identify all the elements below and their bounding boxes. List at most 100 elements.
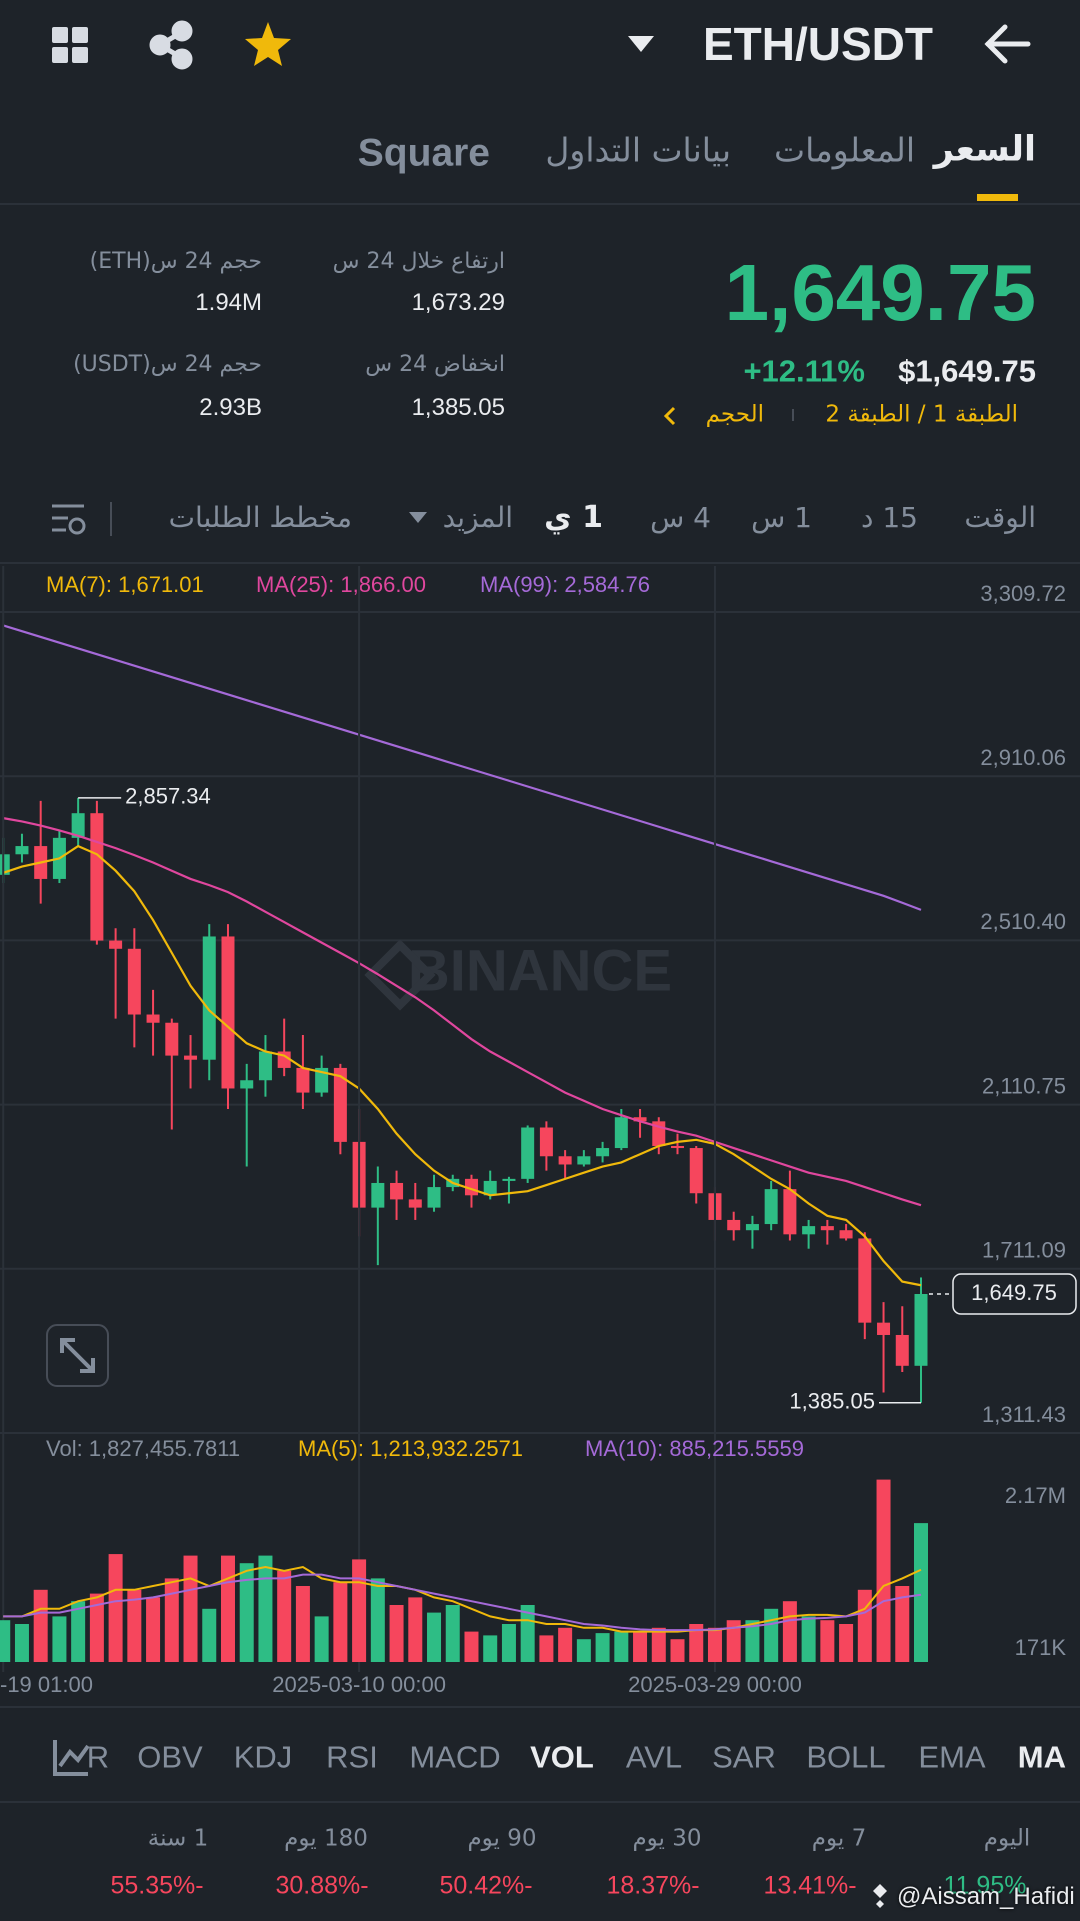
timeframe[interactable]: 15 د <box>860 501 918 534</box>
period-label: اليوم <box>983 1825 1031 1852</box>
candle-body <box>371 1182 385 1208</box>
more-dropdown-icon[interactable] <box>409 512 427 523</box>
tab-indicator <box>977 194 1018 201</box>
star-icon[interactable] <box>245 22 291 66</box>
volume-bar <box>220 1555 235 1662</box>
tab[interactable]: بيانات التداول <box>545 130 731 170</box>
candle-body <box>483 1180 497 1196</box>
indicator-selected[interactable]: VOL <box>530 1739 594 1775</box>
candle-body <box>390 1182 404 1200</box>
period-change: 13.41%- <box>763 1871 857 1900</box>
period-change: 55.35%- <box>110 1871 204 1900</box>
candle-body <box>90 813 104 941</box>
volume-bar <box>14 1624 29 1662</box>
timeframe[interactable]: 4 س <box>650 501 711 534</box>
y-tick-label: 2.17M <box>1005 1483 1066 1508</box>
usd-price: $1,649.75 <box>898 353 1036 389</box>
share-icon[interactable] <box>149 20 193 70</box>
dropdown-icon[interactable] <box>628 36 654 52</box>
volume-bar <box>483 1635 498 1662</box>
candle-body <box>221 936 235 1089</box>
back-arrow[interactable] <box>984 24 1031 64</box>
grid-icon[interactable] <box>52 27 88 63</box>
indicator[interactable]: MACD <box>409 1739 501 1775</box>
indicator[interactable]: R <box>86 1739 110 1775</box>
volume-bar <box>745 1620 760 1662</box>
indicator[interactable]: AVL <box>625 1739 683 1775</box>
stat-value: 1,385.05 <box>411 394 505 421</box>
volume-bar <box>0 1620 11 1662</box>
depth-chart-button[interactable]: مخطط الطلبات <box>168 501 352 534</box>
candle-body <box>689 1148 703 1194</box>
candle-body <box>165 1022 179 1056</box>
volume-bar <box>651 1627 666 1662</box>
volume-bar <box>558 1627 573 1662</box>
volume-bar <box>146 1597 161 1662</box>
candle-body <box>727 1219 741 1231</box>
volume-bar <box>595 1633 610 1662</box>
period-change: 30.88%- <box>275 1871 369 1900</box>
indicator[interactable]: OBV <box>137 1739 203 1775</box>
candle-body <box>296 1067 310 1093</box>
volume-bar <box>707 1627 722 1662</box>
candle-body <box>820 1226 834 1231</box>
chevron-icon[interactable] <box>663 406 676 426</box>
period-label: 30 يوم <box>632 1825 702 1852</box>
x-tick-label: 2025-03-29 00:00 <box>628 1672 802 1697</box>
timeframe-selected[interactable]: 1 ي <box>544 500 603 535</box>
ma-line <box>2 624 922 911</box>
more-button[interactable]: المزيد <box>442 501 513 534</box>
tab[interactable]: السعر <box>933 129 1036 170</box>
tab[interactable]: المعلومات <box>774 130 915 170</box>
y-tick-label: 171K <box>1015 1635 1067 1660</box>
indicator[interactable]: SAR <box>712 1739 776 1775</box>
indicator-selected[interactable]: MA <box>1017 1739 1066 1775</box>
candle-body <box>240 1080 254 1089</box>
candle-body <box>71 813 85 838</box>
legend-entry: Vol: 1,827,455.7811 <box>46 1436 240 1461</box>
x-tick-label: -19 01:00 <box>0 1672 93 1697</box>
volume-bar <box>782 1601 797 1662</box>
candle-body <box>521 1127 535 1179</box>
indicator[interactable]: RSI <box>326 1739 378 1775</box>
volume-bar <box>576 1639 591 1662</box>
volume-bar <box>876 1479 891 1662</box>
y-tick-label: 3,309.72 <box>980 581 1066 606</box>
candle-body <box>146 1014 160 1023</box>
candle-body <box>558 1156 572 1165</box>
period-change: 50.42%- <box>439 1871 533 1900</box>
pair-title[interactable]: ETH/USDT <box>703 18 933 70</box>
tab[interactable]: Square <box>357 131 490 175</box>
candle-body <box>839 1230 853 1239</box>
volume-bar <box>445 1605 460 1662</box>
layers-link[interactable]: الطبقة 1 / الطبقة 2 <box>825 401 1018 428</box>
volume-bar <box>389 1605 404 1662</box>
indicator[interactable]: EMA <box>918 1739 986 1775</box>
indicator[interactable]: KDJ <box>233 1739 293 1775</box>
timeframe[interactable]: الوقت <box>964 501 1036 534</box>
volume-bar <box>314 1616 329 1662</box>
indicator-settings-icon[interactable] <box>53 1740 90 1776</box>
volume-ma-line <box>3 1573 922 1632</box>
volume-bar <box>633 1631 648 1662</box>
volume-bar <box>895 1586 910 1662</box>
volume-bar <box>408 1597 423 1662</box>
indicator[interactable]: BOLL <box>806 1739 886 1775</box>
candle-body <box>614 1117 628 1149</box>
period-change: 11.95% <box>943 1871 1027 1900</box>
expand-button[interactable] <box>46 1324 109 1387</box>
volume-bar <box>33 1589 48 1662</box>
settings-icon[interactable] <box>52 504 86 535</box>
candle-body <box>202 936 216 1060</box>
candle-body <box>315 1067 329 1093</box>
expand-icon[interactable] <box>60 1338 95 1373</box>
candle-body <box>184 1055 198 1060</box>
candle-body <box>0 854 10 875</box>
volume-link[interactable]: الحجم <box>705 401 764 428</box>
timeframe[interactable]: 1 س <box>751 501 812 534</box>
volume-bar <box>820 1620 835 1662</box>
period-label: 180 يوم <box>284 1825 368 1852</box>
y-tick-label: 2,510.40 <box>980 909 1066 934</box>
